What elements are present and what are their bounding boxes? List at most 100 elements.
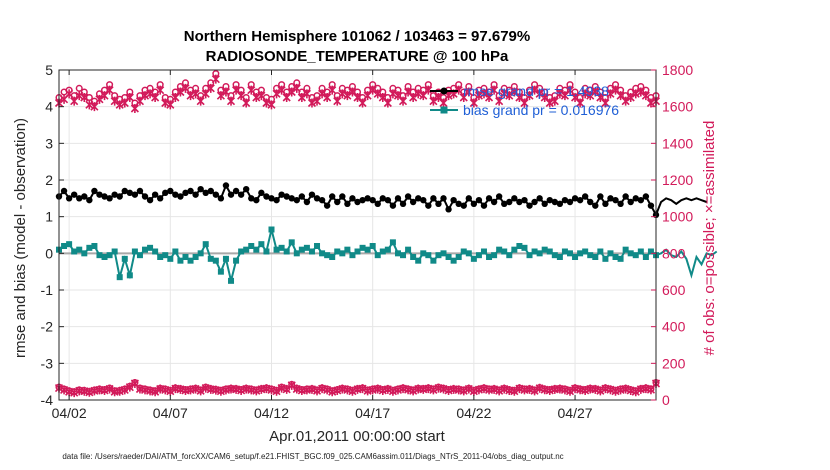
rmse-point <box>612 196 619 204</box>
bias-point <box>556 254 563 260</box>
bias-point <box>91 243 98 249</box>
obs_assimilated-point <box>388 89 397 99</box>
obs_bottom_possible-point <box>647 385 655 393</box>
rmse-point <box>415 195 422 202</box>
plot-area <box>59 70 656 400</box>
bias-point <box>546 248 553 255</box>
bias-point <box>339 250 346 257</box>
rmse-point <box>298 193 306 200</box>
obs_assimilated-point <box>626 93 635 102</box>
obs_assimilated-point <box>454 85 463 95</box>
bias-point <box>632 252 639 259</box>
bias-point <box>81 250 88 257</box>
rmse-point <box>531 198 538 206</box>
rmse-point <box>182 189 189 197</box>
rmse-point <box>232 187 240 195</box>
obs_assimilated-point <box>105 85 114 95</box>
rmse-point <box>222 182 230 189</box>
obs_assimilated-point <box>115 100 124 110</box>
bias-point <box>222 255 229 262</box>
obs_assimilated-point <box>257 91 266 101</box>
rmse-point <box>101 193 108 200</box>
rmse-point <box>364 195 371 202</box>
obs_assimilated-point <box>146 89 155 99</box>
rmse-point <box>475 196 483 204</box>
bias-point <box>202 241 209 248</box>
x-tick-label: 04/02 <box>52 405 87 421</box>
bias-point <box>612 254 619 260</box>
obs_assimilated-point <box>505 91 514 101</box>
rmse-point <box>450 196 457 204</box>
bias-point <box>577 250 584 257</box>
bias-point <box>177 257 184 264</box>
rmse-point <box>303 198 311 206</box>
rmse-point <box>526 202 533 209</box>
bias-point <box>602 255 609 262</box>
data-file-footer: data file: /Users/raeder/DAI/ATM_forcXX/… <box>62 452 563 461</box>
obs_assimilated-point <box>429 96 438 106</box>
rmse-point <box>288 195 295 202</box>
bias-point <box>147 244 154 251</box>
obs_assimilated-point <box>586 91 595 101</box>
obs_assimilated-point <box>621 96 630 106</box>
y-right-tick-label: 1000 <box>662 209 693 225</box>
bias-point <box>450 257 457 264</box>
obs_assimilated-point <box>151 93 160 102</box>
obs_assimilated-point <box>226 96 236 106</box>
bias-point <box>425 252 432 259</box>
bias-point <box>354 248 361 255</box>
rmse-point <box>253 196 260 204</box>
bias-point <box>162 252 169 259</box>
rmse-point <box>121 187 128 195</box>
obs_assimilated-point <box>323 93 332 102</box>
rmse-point <box>420 196 427 204</box>
bias-point <box>106 252 113 259</box>
obs_assimilated-point <box>161 98 170 108</box>
rmse-point <box>308 191 316 198</box>
rmse-point <box>96 191 103 198</box>
obs_assimilated-point <box>409 93 418 102</box>
rmse-point <box>374 200 381 208</box>
rmse-point <box>131 191 139 198</box>
rmse-point <box>278 191 285 198</box>
bias-point <box>207 255 214 262</box>
rmse-point <box>490 198 498 206</box>
rmse-point <box>506 198 513 206</box>
rmse-point <box>283 193 290 200</box>
y-right-tick-label: 1800 <box>662 62 693 78</box>
rmse-point <box>470 200 478 208</box>
y-axis-left: -4 -3 -2 -1 0 1 2 3 4 5 <box>41 62 64 408</box>
bias-point <box>541 246 548 253</box>
obs_assimilated-point <box>302 89 311 99</box>
bias-point <box>511 246 518 253</box>
rmse-point <box>404 193 412 200</box>
rmse-point <box>379 195 386 202</box>
bias-point <box>131 248 138 255</box>
bias-point <box>116 274 123 281</box>
bias-point <box>71 248 78 255</box>
obs_assimilated-point <box>368 85 377 95</box>
bias-point <box>278 244 285 251</box>
obs_assimilated-point <box>581 89 590 99</box>
rmse-point <box>192 191 199 198</box>
bias-point <box>349 252 356 259</box>
rmse-point <box>217 195 225 202</box>
rmse-point <box>212 191 220 198</box>
bias-point <box>172 248 179 255</box>
rmse-point <box>273 196 280 204</box>
rmse-point <box>435 200 442 208</box>
rmse-point <box>339 193 346 200</box>
obs_assimilated-point <box>312 96 322 106</box>
rmse-point <box>354 198 361 206</box>
obs_assimilated-point <box>272 89 281 99</box>
bias-point <box>465 250 472 257</box>
obs_assimilated-point <box>424 85 433 95</box>
obs_assimilated-point <box>358 98 367 108</box>
bias-point <box>384 246 391 253</box>
rmse-point <box>227 191 235 198</box>
bias-point <box>394 250 401 257</box>
rmse-point <box>394 195 402 202</box>
bias-point <box>243 246 250 253</box>
bias-point <box>475 252 482 259</box>
bias-point <box>369 243 376 249</box>
